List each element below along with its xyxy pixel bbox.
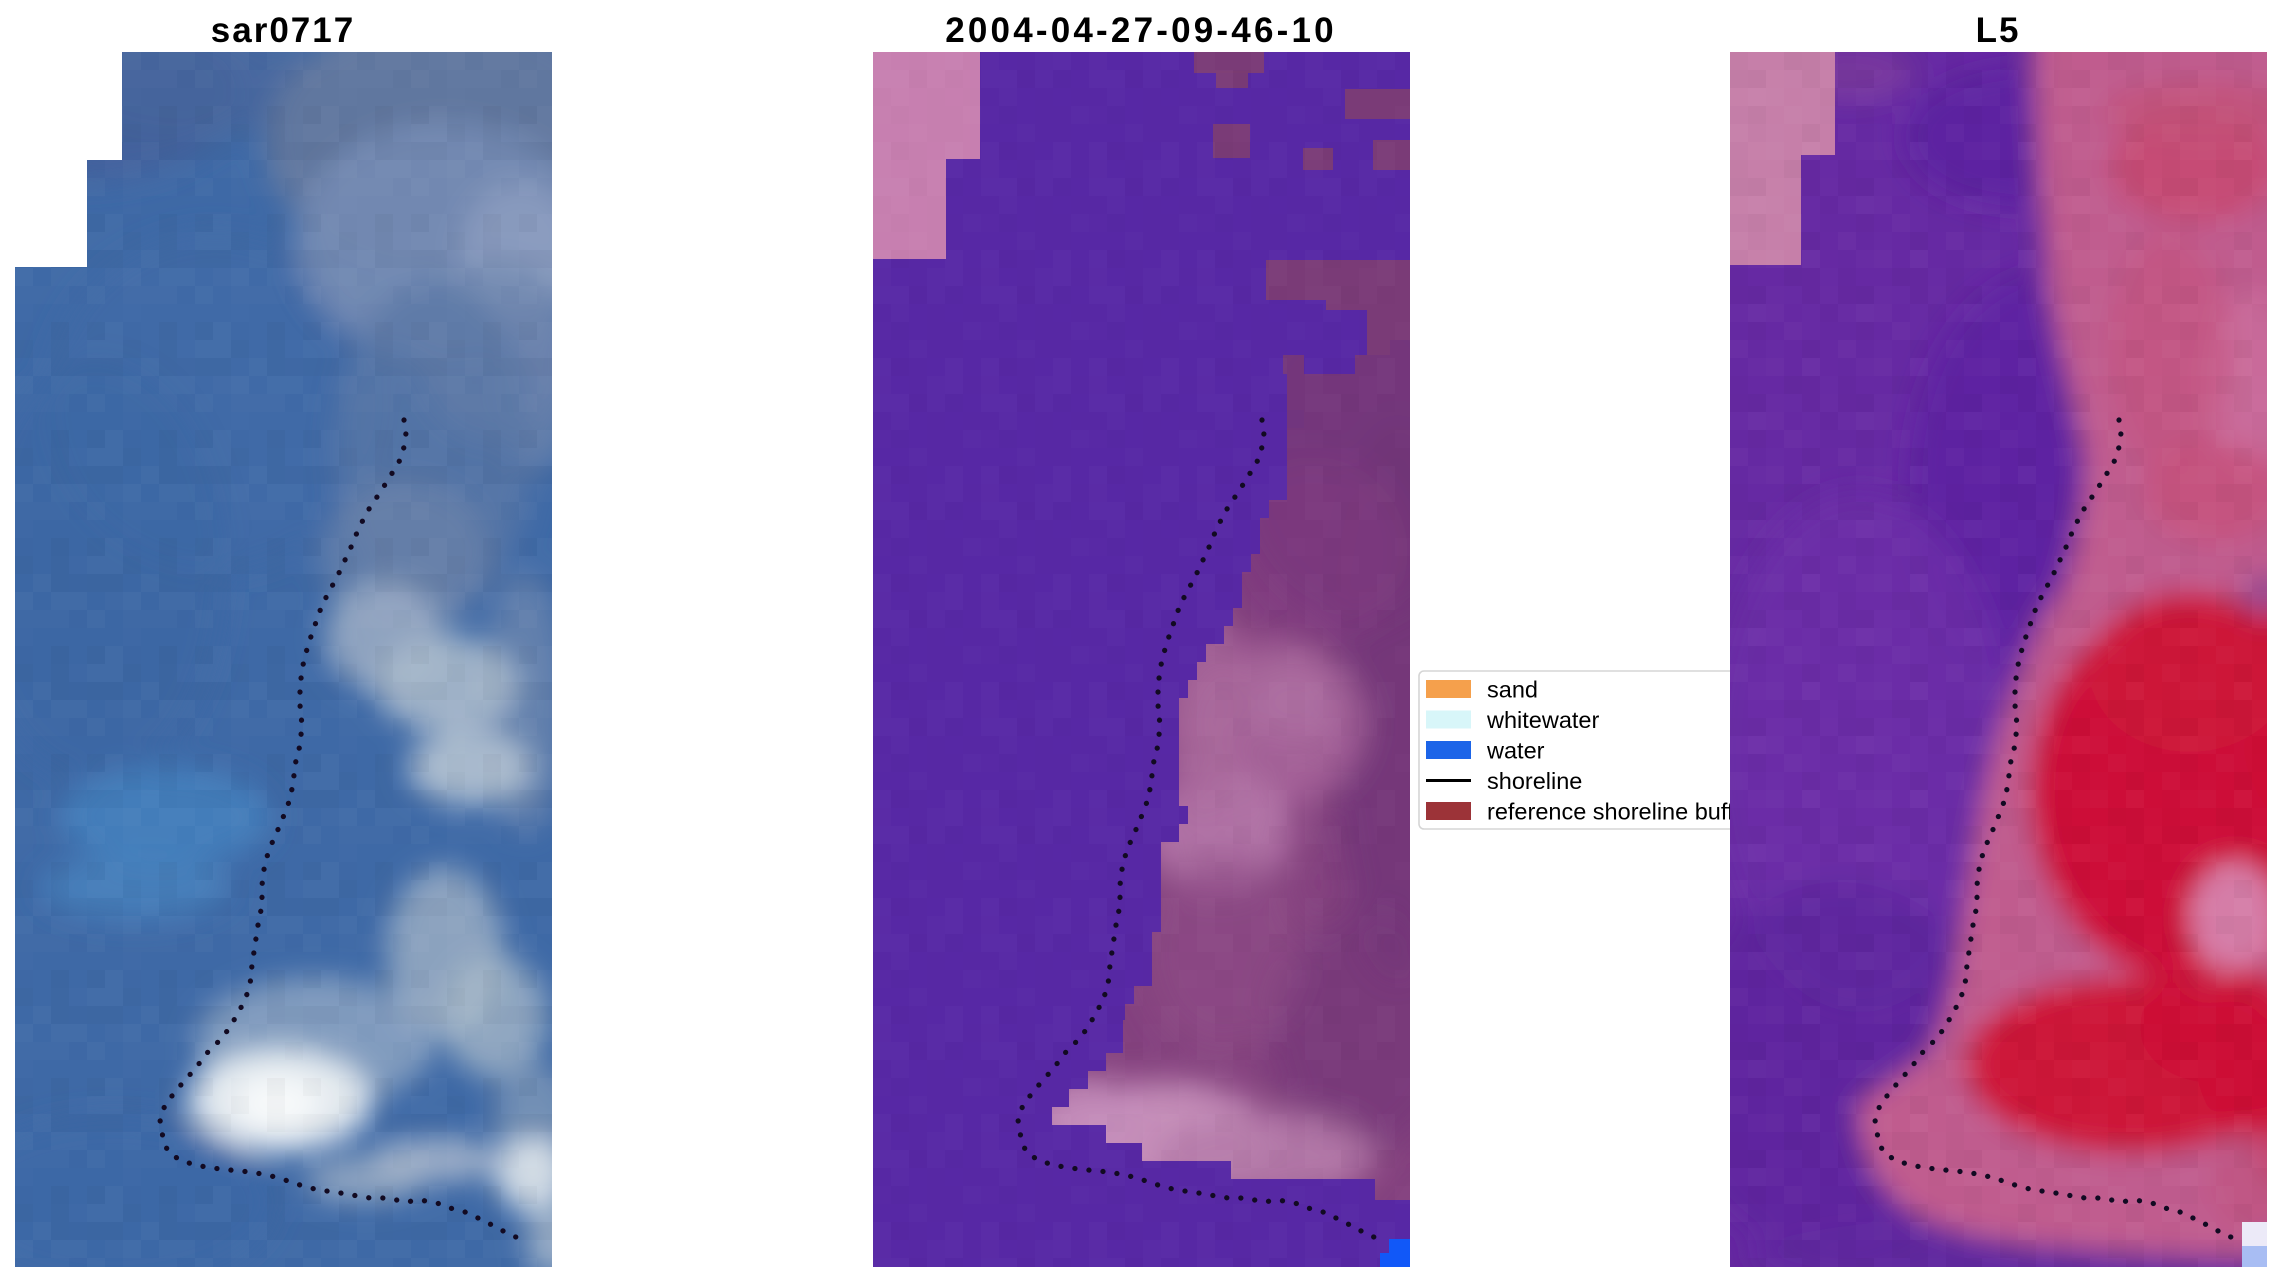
svg-text:sand: sand	[1487, 677, 1538, 703]
svg-text:shoreline: shoreline	[1487, 768, 1582, 794]
svg-text:water: water	[1486, 738, 1545, 764]
svg-text:sar0717: sar0717	[211, 11, 355, 50]
svg-text:reference shoreline buffer: reference shoreline buffer	[1487, 799, 1755, 825]
svg-text:L5: L5	[1976, 11, 2021, 50]
svg-text:2004-04-27-09-46-10: 2004-04-27-09-46-10	[945, 11, 1337, 50]
svg-text:whitewater: whitewater	[1486, 707, 1599, 733]
